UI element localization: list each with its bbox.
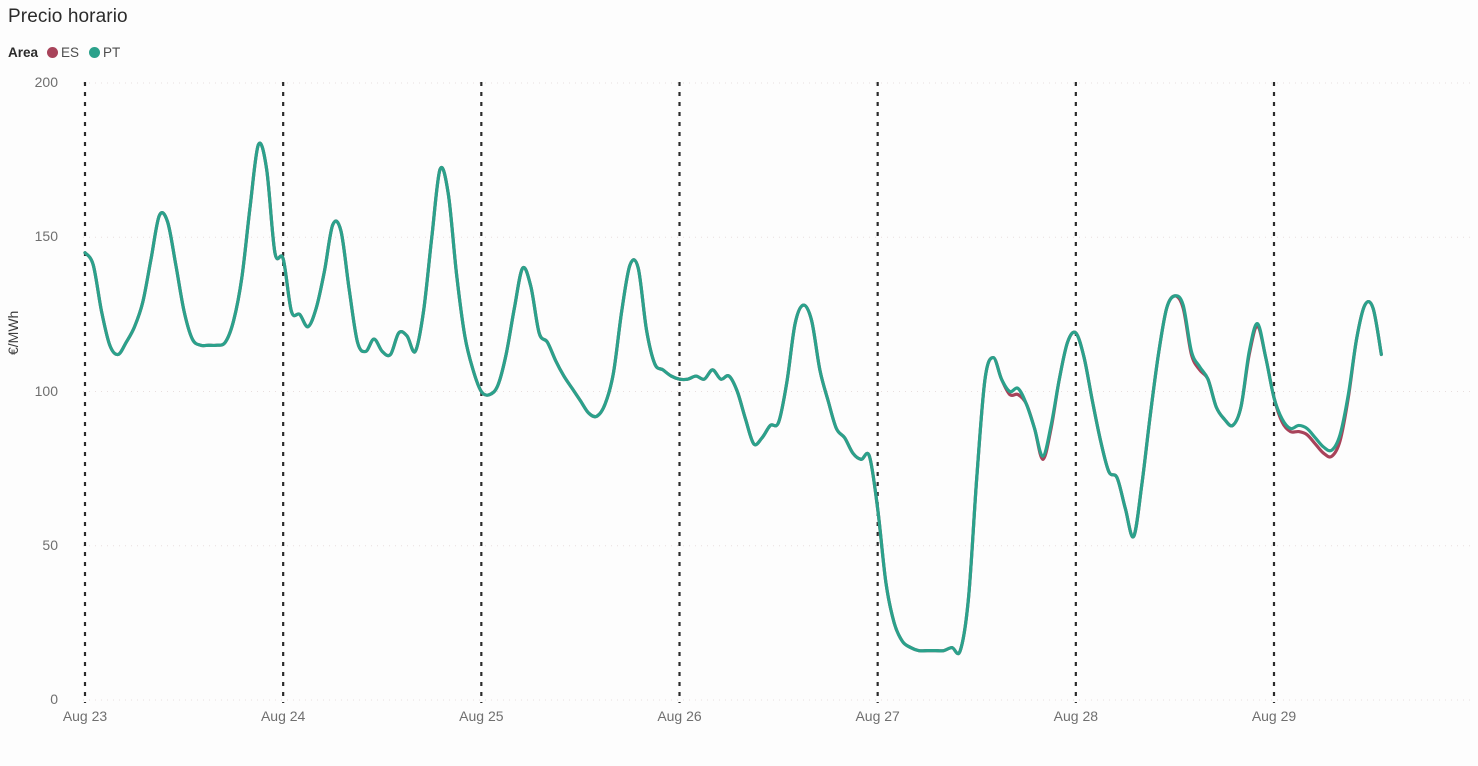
legend-dot-icon (47, 47, 59, 58)
x-axis-tick-label: Aug 27 (855, 708, 900, 724)
x-axis-tick-label: Aug 24 (260, 708, 306, 724)
legend-dot-icon (89, 47, 101, 58)
y-axis-tick-label: 150 (34, 228, 58, 245)
legend-item-label: PT (103, 45, 121, 60)
y-axis-tick-label: 0 (50, 691, 58, 707)
legend-item-es[interactable]: ES (47, 45, 79, 60)
legend-item-pt[interactable]: PT (89, 45, 120, 60)
legend-title: Area (8, 45, 39, 60)
x-axis-tick-label: Aug 26 (657, 708, 702, 724)
x-axis-tick-label: Aug 29 (1251, 708, 1297, 724)
y-axis-tick-label: 200 (34, 74, 58, 90)
legend-item-label: ES (61, 45, 80, 60)
y-axis-tick-label: 100 (34, 382, 58, 399)
series-line-es (83, 141, 1383, 656)
y-axis-tick-label: 50 (42, 536, 58, 553)
series-line-pt (83, 141, 1383, 656)
x-axis-tick-label: Aug 25 (459, 708, 504, 724)
legend: Area ES PT (8, 45, 130, 60)
page-title: Precio horario (8, 6, 128, 27)
x-axis-tick-label: Aug 23 (62, 708, 108, 724)
x-axis-tick-label: Aug 28 (1053, 708, 1099, 724)
